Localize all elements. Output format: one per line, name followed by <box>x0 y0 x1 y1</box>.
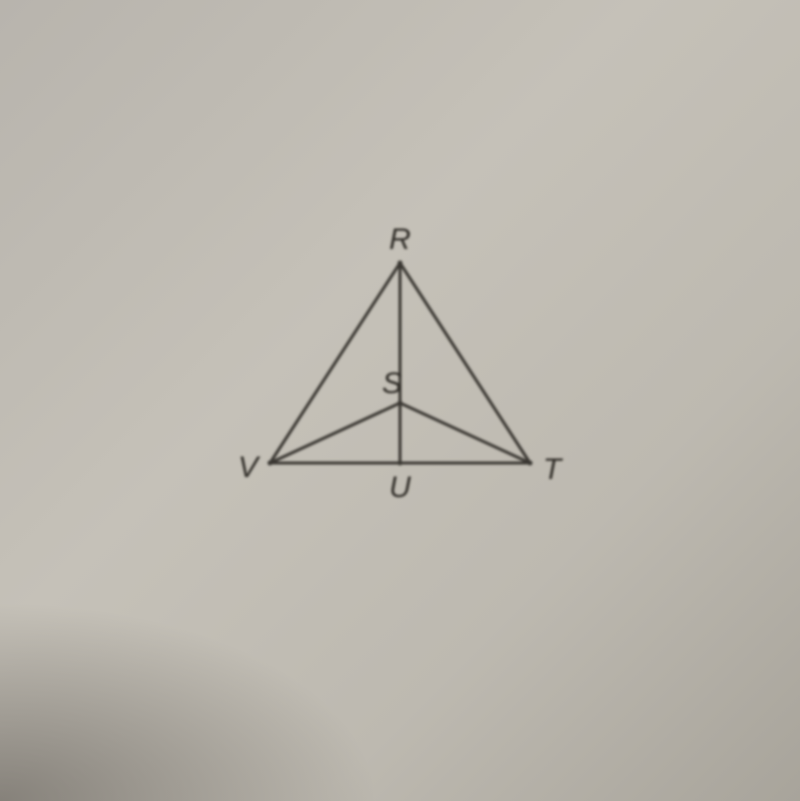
label-U: U <box>389 470 411 503</box>
diagram-svg: R V T U S <box>200 203 600 563</box>
vertex-R <box>398 260 403 265</box>
vertex-S <box>398 400 403 405</box>
vertex-V <box>268 460 273 465</box>
label-S: S <box>382 366 402 399</box>
label-T: T <box>543 452 564 485</box>
label-R: R <box>389 222 411 255</box>
vertex-U <box>398 460 403 465</box>
photo-shadow <box>0 601 380 801</box>
vertex-T <box>528 460 533 465</box>
triangle-diagram: R V T U S <box>200 203 600 563</box>
label-V: V <box>238 450 261 483</box>
